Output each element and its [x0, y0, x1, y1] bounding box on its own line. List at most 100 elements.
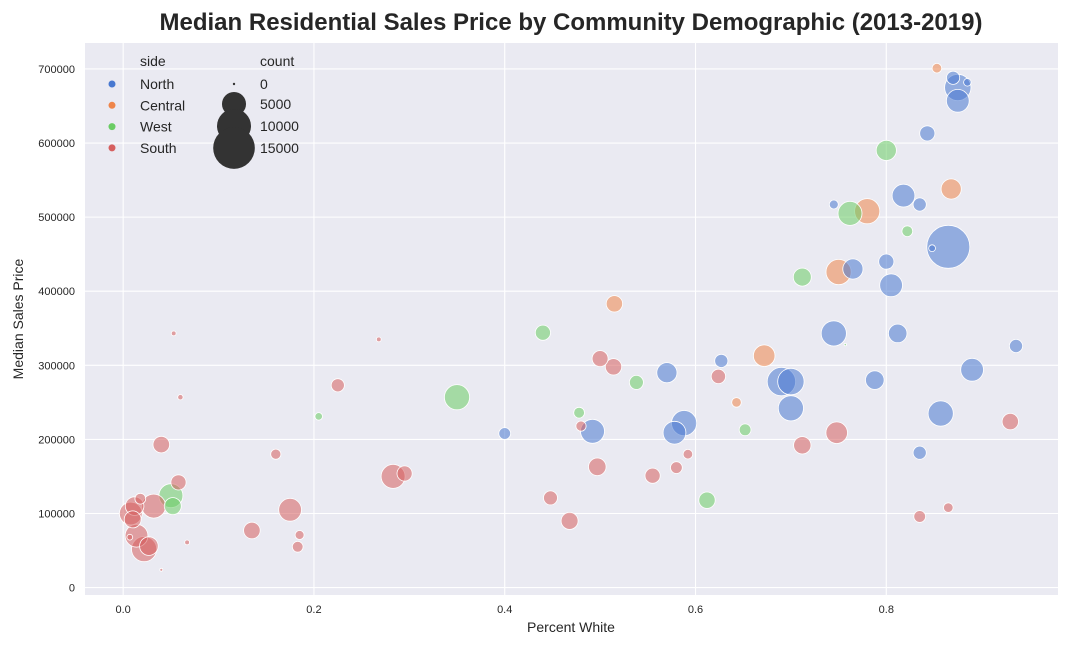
data-point-west [792, 267, 812, 287]
data-point-south [793, 436, 812, 455]
x-tick-label: 0.0 [116, 604, 131, 616]
data-point-north [891, 183, 916, 208]
data-point-north [912, 445, 927, 460]
legend-marker-north [108, 80, 116, 88]
data-point-north [926, 224, 971, 269]
data-point-north [928, 244, 936, 253]
legend-size-label: 15000 [260, 140, 299, 156]
data-point-north [946, 70, 961, 85]
legend-label-west: West [140, 119, 172, 135]
y-axis-label: Median Sales Price [10, 258, 26, 379]
data-point-south [291, 540, 304, 553]
data-point-west [573, 406, 585, 419]
y-tick-label: 100000 [38, 508, 75, 520]
legend-marker-central [108, 101, 116, 109]
data-point-south [139, 536, 159, 556]
data-point-central [605, 295, 624, 313]
data-point-south [543, 490, 558, 506]
x-tick-label: 0.8 [879, 604, 894, 616]
chart-title: Median Residential Sales Price by Commun… [160, 9, 983, 36]
data-point-north [777, 367, 805, 396]
data-point-south [682, 449, 694, 460]
data-point-south [177, 394, 184, 401]
data-point-north [842, 258, 864, 280]
y-tick-label: 600000 [38, 138, 75, 150]
y-tick-label: 500000 [38, 212, 75, 224]
data-point-west [534, 324, 551, 341]
data-point-south [670, 461, 683, 474]
legend: side North Central West South count 0 5000 10000… [108, 53, 299, 169]
data-point-central [931, 62, 943, 74]
data-point-north [879, 273, 903, 298]
data-point-north [662, 420, 687, 445]
legend-size-title: count [260, 53, 294, 69]
y-tick-label: 200000 [38, 434, 75, 446]
data-point-south [396, 465, 413, 482]
data-point-north [1009, 338, 1024, 353]
data-point-south [1001, 412, 1019, 431]
legend-marker-west [108, 123, 116, 131]
legend-marker-south [108, 144, 116, 152]
data-point-south [152, 435, 171, 454]
data-point-north [656, 362, 678, 384]
x-tick-label: 0.6 [688, 604, 703, 616]
legend-label-south: South [140, 140, 177, 156]
data-point-west [875, 139, 897, 161]
data-point-south [825, 421, 848, 444]
data-point-south [170, 330, 177, 337]
legend-size-label: 10000 [260, 118, 299, 134]
data-point-south [591, 350, 609, 368]
legend-size-marker [232, 82, 236, 86]
data-point-south [588, 457, 607, 477]
data-point-north [919, 125, 936, 142]
data-point-central [753, 344, 776, 367]
x-tick-label: 0.4 [497, 604, 512, 616]
data-point-north [945, 89, 970, 113]
data-point-central [940, 178, 962, 200]
data-point-south [575, 420, 587, 432]
data-point-north [878, 253, 895, 270]
data-point-south [134, 492, 147, 505]
data-point-north [888, 323, 908, 344]
y-tick-label: 0 [69, 583, 75, 595]
data-point-west [698, 491, 716, 509]
y-tick-label: 700000 [38, 64, 75, 76]
legend-size-marker [221, 91, 247, 117]
data-point-south [710, 368, 727, 384]
data-point-south [278, 497, 302, 522]
data-point-south [375, 336, 382, 343]
legend-hue-title: side [140, 53, 166, 69]
legend-size-marker [213, 127, 255, 169]
data-point-south [913, 510, 926, 523]
data-point-south [170, 474, 187, 491]
data-point-west [629, 374, 644, 390]
legend-label-central: Central [140, 97, 185, 113]
data-point-north [963, 78, 972, 87]
data-point-south [270, 448, 282, 460]
data-point-south [604, 358, 623, 376]
y-tick-label: 300000 [38, 360, 75, 372]
data-point-west [314, 412, 323, 421]
data-point-west [163, 497, 182, 516]
data-point-north [960, 357, 984, 382]
y-tick-label: 400000 [38, 286, 75, 298]
legend-label-north: North [140, 76, 174, 92]
data-point-west [443, 384, 470, 411]
data-point-south [243, 521, 261, 540]
x-axis-label: Percent White [527, 619, 615, 635]
data-point-north [912, 197, 927, 212]
x-tick-label: 0.2 [306, 604, 321, 616]
data-point-west [901, 225, 914, 238]
data-point-west [738, 423, 752, 437]
data-point-north [498, 427, 512, 440]
data-points [119, 62, 1024, 572]
data-point-south [126, 533, 134, 541]
data-point-north [865, 370, 885, 390]
tick-labels: 0.0 0.2 0.4 0.6 0.8 0 100000 200000 300000 400000… [38, 64, 894, 616]
data-point-west [843, 342, 847, 347]
data-point-north [777, 395, 804, 422]
data-point-north [820, 320, 847, 347]
data-point-south [644, 467, 661, 484]
